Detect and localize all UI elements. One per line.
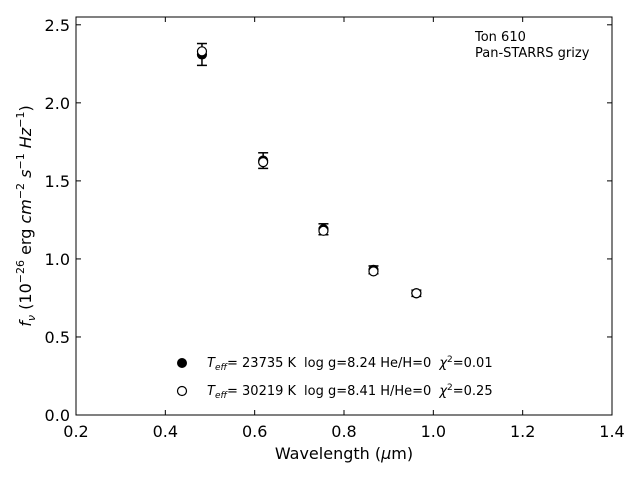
model-point-open (318, 225, 329, 236)
model-point-open (411, 288, 422, 299)
x-axis-ticks: 0.2 0.4 0.6 0.8 1.0 1.2 1.4 (63, 17, 625, 441)
x-tick-label: 1.4 (599, 422, 624, 441)
model-point-open (368, 266, 379, 277)
y-tick-label: 0.5 (45, 328, 70, 347)
model-point-open (196, 46, 208, 57)
x-tick-label: 1.2 (510, 422, 535, 441)
y-axis-label: fν (10−26 erg cm−2 s−1 Hz−1) (14, 105, 38, 326)
y-tick-label: 2.0 (45, 94, 70, 113)
data-points (196, 46, 422, 299)
x-tick-label: 1.0 (421, 422, 446, 441)
model-point-open (258, 157, 269, 168)
error-bars (196, 42, 422, 298)
x-tick-label: 0.8 (331, 422, 356, 441)
y-tick-label: 2.5 (45, 16, 70, 35)
y-tick-label: 0.0 (45, 406, 70, 425)
x-tick-label: 0.6 (242, 422, 267, 441)
y-axis-ticks: 0.0 0.5 1.0 1.5 2.0 2.5 (45, 16, 612, 425)
x-axis-label: Wavelength (μm) (275, 444, 413, 463)
legend-marker-open (176, 385, 188, 397)
y-tick-label: 1.0 (45, 250, 70, 269)
x-tick-label: 0.2 (63, 422, 88, 441)
x-tick-label: 0.4 (153, 422, 178, 441)
legend-marker-filled (177, 358, 187, 368)
annotation-survey: Pan-STARRS grizy (475, 46, 590, 61)
annotation-object-name: Ton 610 (474, 30, 526, 45)
y-tick-label: 1.5 (45, 172, 70, 191)
